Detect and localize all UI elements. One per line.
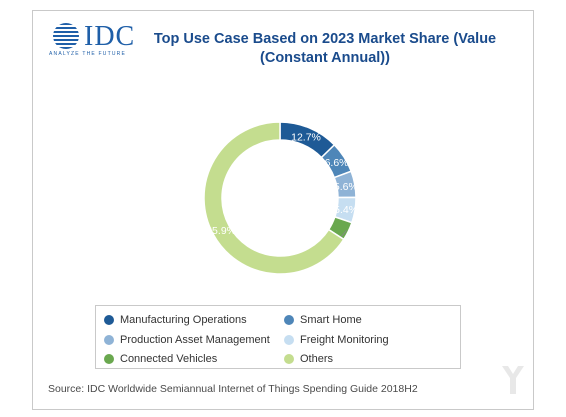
legend-label: Smart Home: [300, 314, 362, 326]
legend-swatch: [104, 354, 114, 364]
data-label-smart-home: 6.6%: [325, 157, 349, 169]
data-label-manufacturing-operations: 12.7%: [291, 131, 321, 143]
legend-swatch: [284, 335, 294, 345]
data-label-freight-monitoring: 5.4%: [334, 204, 358, 216]
data-label-others: 65.9%: [206, 225, 236, 237]
chart-title-line-2: (Constant Annual)): [260, 50, 390, 66]
logo-name: IDC: [84, 21, 136, 52]
legend-swatch: [284, 315, 294, 325]
watermark-logo-icon: [502, 366, 524, 394]
legend-label: Connected Vehicles: [120, 353, 218, 365]
legend-swatch: [104, 315, 114, 325]
data-label-production-asset-management: 5.6%: [334, 181, 358, 193]
logo-tagline: ANALYZE THE FUTURE: [49, 51, 126, 57]
slice-others: [203, 121, 345, 275]
chart-title-line-1: Top Use Case Based on 2023 Market Share …: [153, 31, 497, 47]
legend-label: Freight Monitoring: [300, 334, 389, 346]
chart-legend: Manufacturing Operations Smart Home Produc…: [95, 305, 461, 369]
chart-title: Top Use Case Based on 2023 Market Share …: [150, 30, 500, 68]
legend-swatch: [284, 354, 294, 364]
legend-label: Others: [300, 353, 334, 365]
legend-label: Production Asset Management: [120, 334, 270, 346]
idc-logo-globe-icon: [53, 23, 79, 49]
legend-swatch: [104, 335, 114, 345]
legend-label: Manufacturing Operations: [120, 314, 247, 326]
source-note: Source: IDC Worldwide Semiannual Interne…: [48, 383, 418, 395]
